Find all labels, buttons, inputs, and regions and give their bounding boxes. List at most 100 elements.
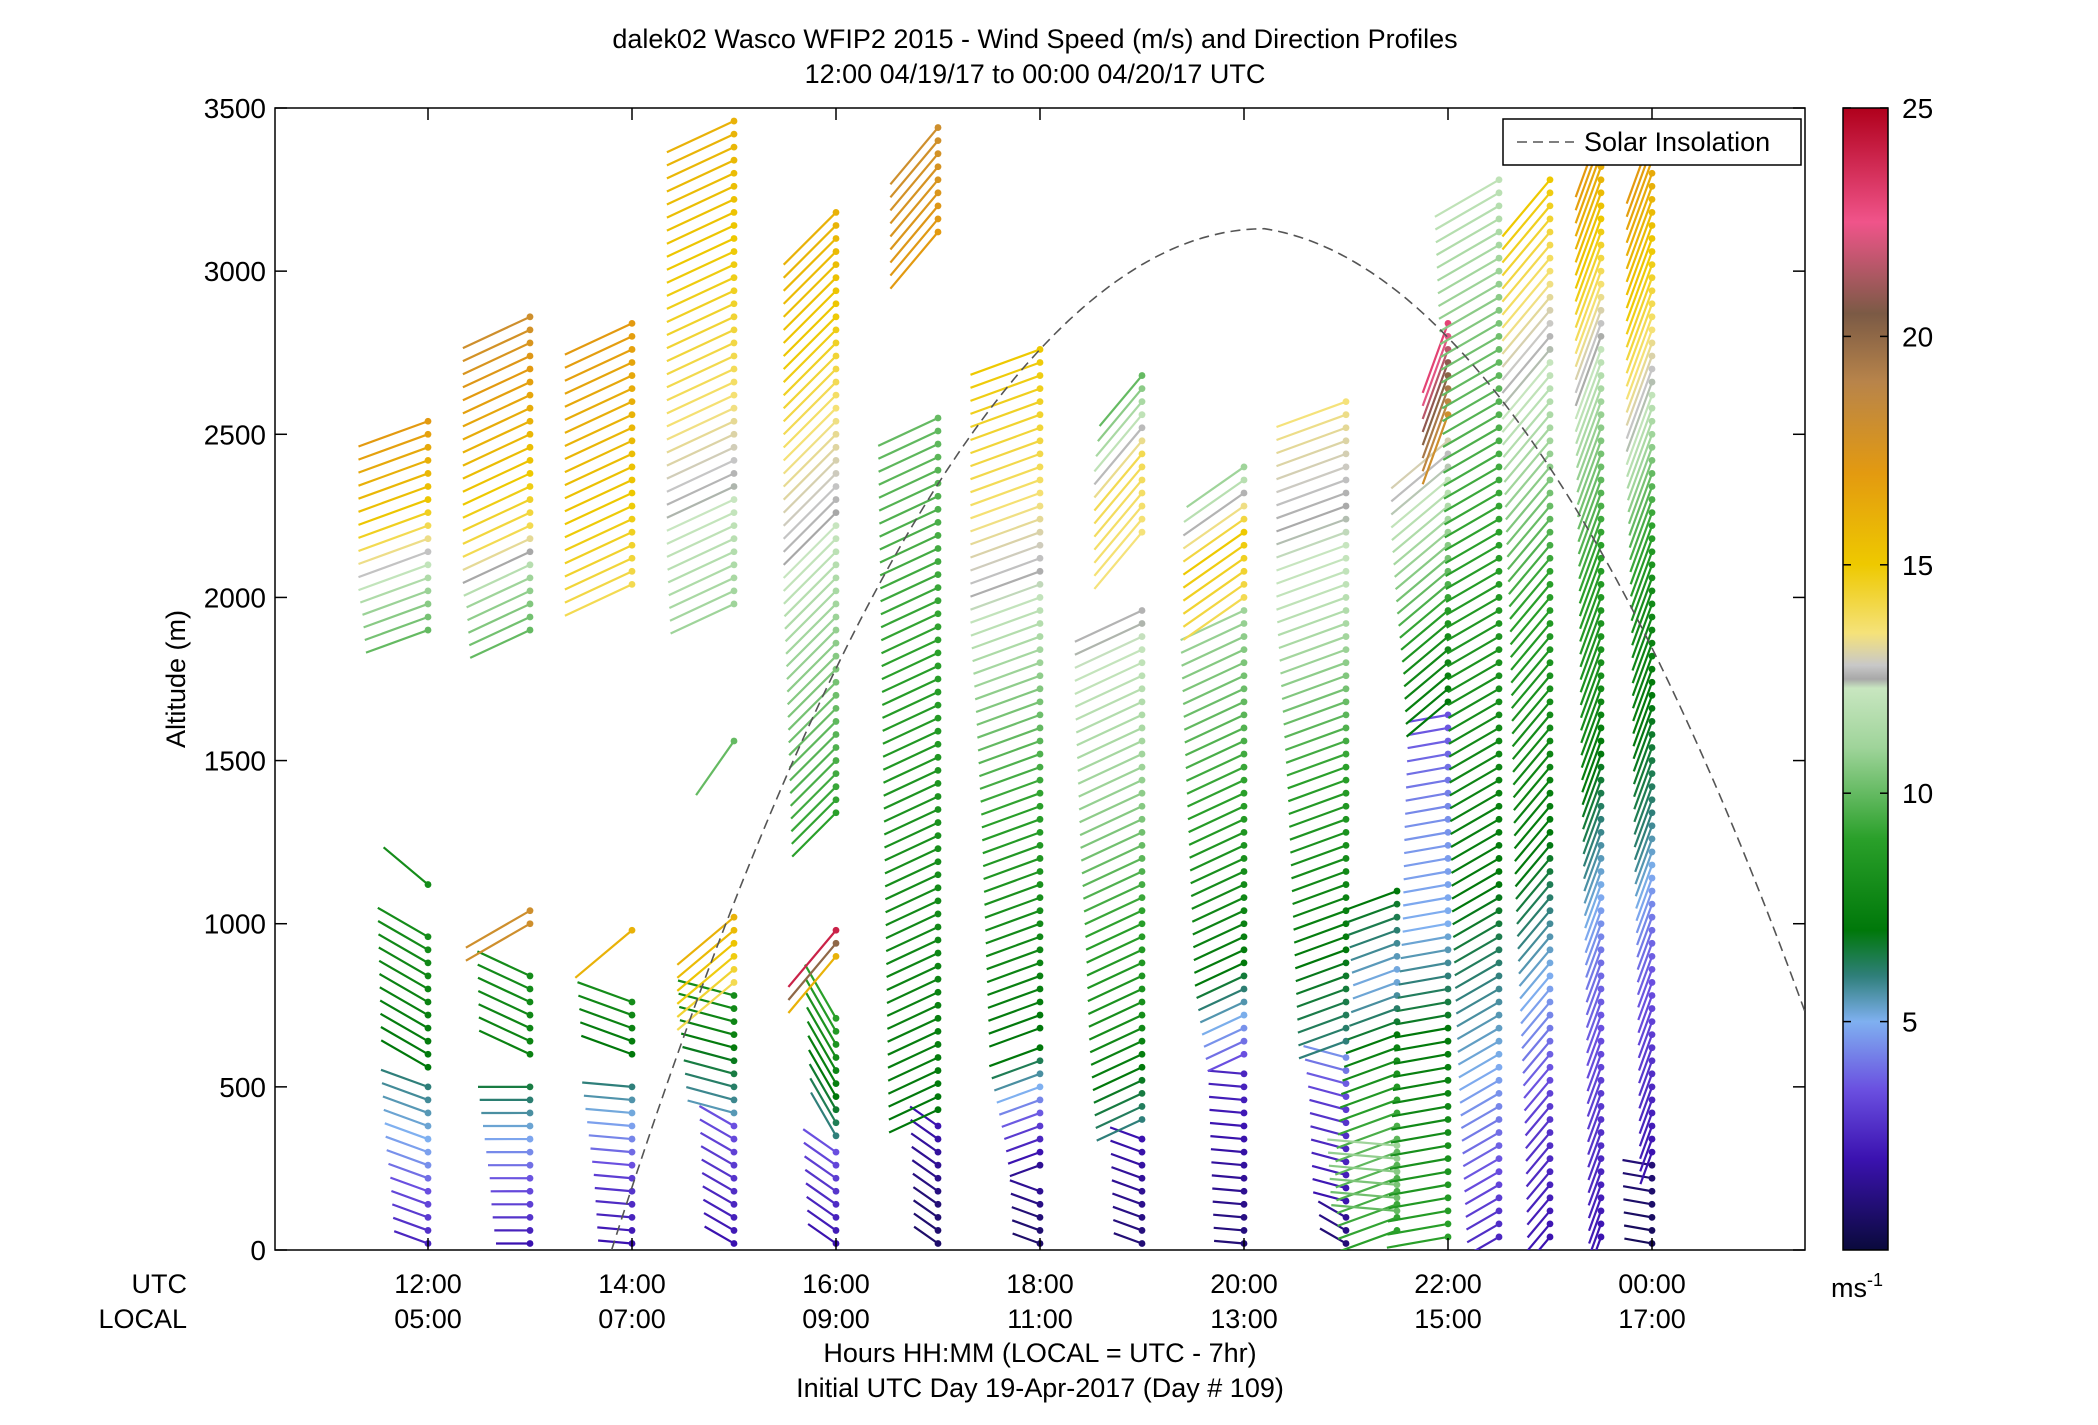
wind-barb bbox=[1389, 1170, 1449, 1184]
wind-barb-dot bbox=[730, 979, 738, 986]
wind-barb bbox=[988, 1027, 1041, 1048]
wind-barb-dot bbox=[934, 845, 942, 853]
wind-barb-dot bbox=[526, 998, 534, 1006]
wind-barb bbox=[1289, 818, 1347, 841]
wind-barb-dot bbox=[1036, 802, 1044, 810]
wind-barb-dot bbox=[1393, 1155, 1401, 1163]
wind-barb bbox=[880, 586, 939, 616]
wind-barb bbox=[667, 550, 735, 584]
wind-barb-dot bbox=[526, 972, 534, 980]
wind-barb-dot bbox=[1444, 1155, 1452, 1163]
wind-barb bbox=[970, 439, 1041, 468]
wind-barb-dot bbox=[1648, 613, 1656, 621]
wind-barb bbox=[1458, 1066, 1500, 1092]
wind-barb-dot bbox=[832, 574, 840, 582]
wind-barb bbox=[1629, 525, 1654, 585]
wind-barb-dot bbox=[1342, 1106, 1350, 1114]
wind-barb bbox=[1298, 1040, 1347, 1060]
wind-barb-dot bbox=[1444, 842, 1452, 849]
wind-barb-dot bbox=[1648, 665, 1656, 673]
wind-barb bbox=[1074, 661, 1143, 695]
wind-barb-dot bbox=[1342, 789, 1350, 797]
row-label-utc: UTC bbox=[132, 1269, 188, 1299]
wind-barb bbox=[1393, 1066, 1449, 1078]
wind-barb-dot bbox=[628, 1200, 636, 1208]
wind-barb-dot bbox=[934, 1054, 942, 1061]
colorbar-tick-label: 15 bbox=[1902, 550, 1933, 581]
wind-barb bbox=[888, 1095, 939, 1121]
wind-barb bbox=[788, 707, 837, 756]
wind-barb-dot bbox=[526, 339, 534, 347]
wind-barb bbox=[1626, 420, 1654, 489]
wind-barb-dot bbox=[1444, 1129, 1452, 1136]
wind-barb bbox=[462, 459, 531, 493]
wind-barb-dot bbox=[526, 1174, 534, 1182]
wind-barb-dot bbox=[730, 391, 738, 399]
wind-barb-dot bbox=[1597, 594, 1605, 601]
wind-barb-dot bbox=[832, 1054, 840, 1061]
wind-barb bbox=[462, 368, 531, 402]
wind-barb-dot bbox=[1495, 424, 1503, 432]
wind-barb-dot bbox=[1546, 894, 1554, 902]
wind-barb-dot bbox=[1342, 398, 1350, 406]
wind-barb-dot bbox=[1597, 528, 1605, 536]
wind-barb-dot bbox=[1495, 1194, 1503, 1202]
wind-barb bbox=[877, 416, 939, 447]
wind-barb-dot bbox=[1597, 1050, 1605, 1058]
wind-barb bbox=[1474, 1235, 1500, 1250]
wind-barb bbox=[970, 557, 1041, 585]
wind-barb bbox=[1348, 916, 1398, 936]
wind-barb bbox=[592, 1160, 633, 1167]
wind-barb-dot bbox=[1495, 737, 1503, 745]
wind-barb-dot bbox=[628, 476, 636, 484]
wind-barb-dot bbox=[1393, 887, 1401, 895]
wind-barb bbox=[564, 361, 633, 395]
wind-barb bbox=[1421, 349, 1450, 420]
wind-barb-dot bbox=[1495, 985, 1503, 993]
wind-barb-dot bbox=[1597, 567, 1605, 575]
wind-barb-dot bbox=[832, 952, 840, 960]
wind-barb-dot bbox=[1597, 633, 1605, 640]
wind-barb bbox=[1407, 739, 1449, 750]
wind-barb bbox=[1465, 1209, 1500, 1231]
wind-barb bbox=[468, 616, 531, 647]
wind-barb bbox=[970, 596, 1041, 624]
wind-barb-dot bbox=[1495, 789, 1503, 797]
wind-barb bbox=[978, 739, 1041, 765]
wind-barb-dot bbox=[1546, 1089, 1554, 1097]
wind-barb-dot bbox=[1240, 1122, 1248, 1130]
wind-barb bbox=[1092, 1066, 1143, 1092]
wind-barb bbox=[1579, 584, 1603, 642]
wind-barb bbox=[809, 1077, 837, 1124]
wind-barb bbox=[580, 1034, 633, 1056]
wind-barb-dot bbox=[1138, 868, 1146, 875]
wind-barb-dot bbox=[1342, 476, 1350, 484]
wind-barb-dot bbox=[730, 561, 738, 569]
wind-barb-dot bbox=[1597, 868, 1605, 875]
wind-barb-dot bbox=[1138, 1187, 1146, 1195]
wind-barb bbox=[1334, 1151, 1398, 1176]
wind-barb-dot bbox=[1495, 359, 1503, 366]
wind-barb bbox=[1306, 1072, 1347, 1085]
wind-barb-dot bbox=[1495, 476, 1503, 484]
wind-barb bbox=[972, 635, 1041, 663]
wind-barb-dot bbox=[1342, 489, 1350, 497]
wind-barb-dot bbox=[1240, 476, 1248, 484]
wind-barb-dot bbox=[1036, 489, 1044, 497]
wind-barb-dot bbox=[628, 1213, 636, 1221]
wind-barb bbox=[1460, 1092, 1500, 1117]
wind-barb bbox=[384, 1122, 429, 1141]
wind-barb bbox=[1441, 348, 1500, 384]
wind-barb-dot bbox=[526, 1135, 534, 1143]
wind-barb bbox=[1626, 407, 1654, 478]
wind-barb bbox=[1595, 1236, 1603, 1250]
wind-barb bbox=[1404, 844, 1449, 855]
x-tick-label-utc: 16:00 bbox=[802, 1269, 870, 1299]
wind-barb-dot bbox=[934, 137, 942, 145]
wind-barb bbox=[1097, 387, 1143, 442]
wind-barb-dot bbox=[424, 1011, 432, 1019]
wind-barb bbox=[1336, 1190, 1398, 1215]
wind-barb bbox=[1574, 205, 1603, 276]
wind-barb bbox=[879, 547, 939, 577]
wind-barb bbox=[1625, 238, 1654, 309]
